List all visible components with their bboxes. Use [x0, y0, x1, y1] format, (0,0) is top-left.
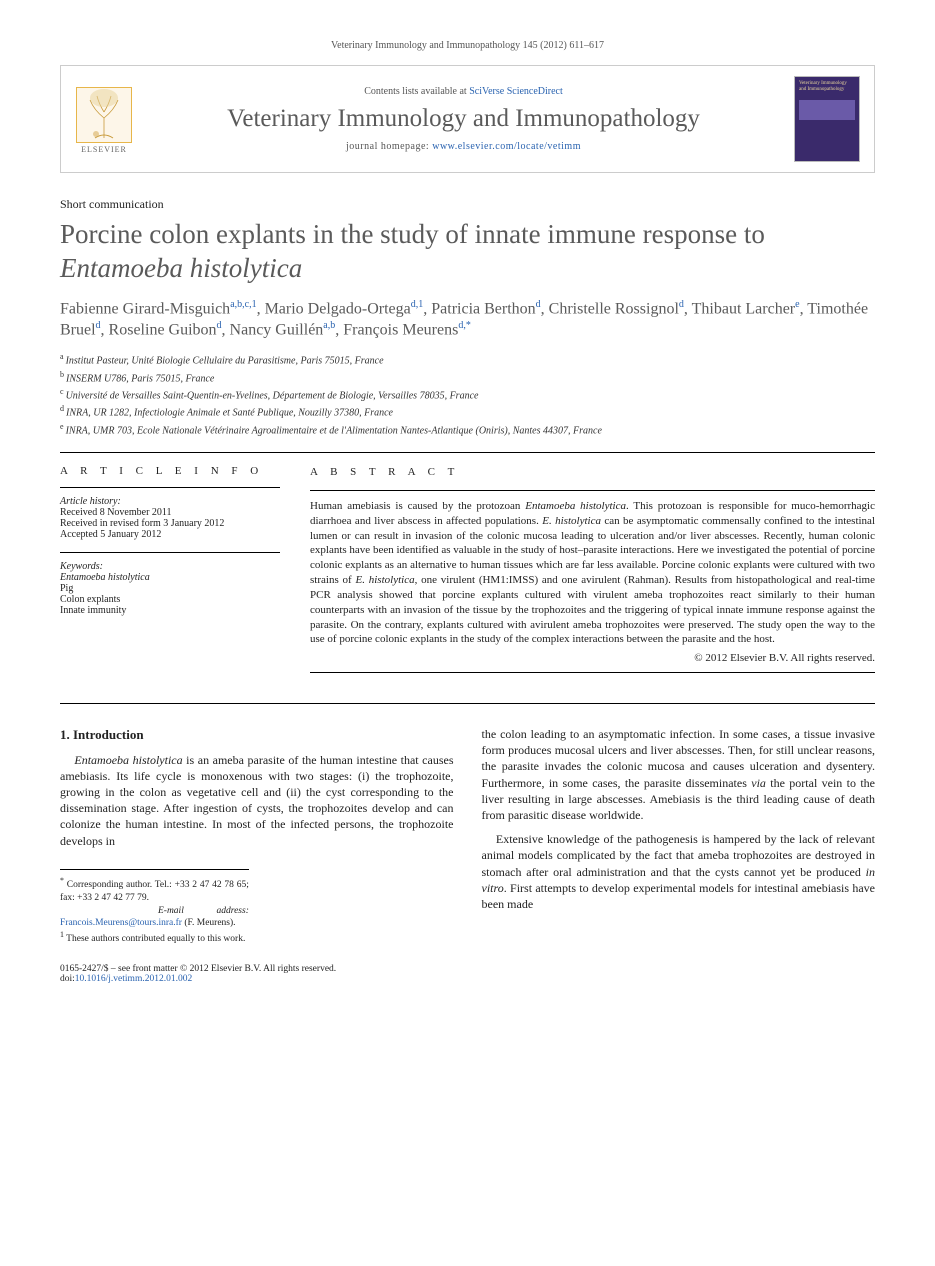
abstract-species: Entamoeba histolytica — [525, 500, 626, 512]
keyword-item: Colon explants — [60, 594, 280, 605]
article-info-heading: A R T I C L E I N F O — [60, 465, 280, 477]
author-name: Thibaut Larcher — [692, 300, 796, 317]
body-paragraph: Extensive knowledge of the pathogenesis … — [482, 831, 876, 912]
doi-label: doi: — [60, 974, 75, 984]
journal-cover-thumbnail: Veterinary Immunology and Immunopatholog… — [794, 76, 860, 162]
author-affil-marker: d — [679, 299, 684, 310]
page-footer: 0165-2427/$ – see front matter © 2012 El… — [60, 964, 875, 984]
affiliation-item: e INRA, UMR 703, Ecole Nationale Vétérin… — [60, 421, 875, 438]
email-label: E-mail address: — [158, 906, 249, 916]
cover-band — [799, 100, 855, 120]
author-name: Nancy Guillén — [230, 322, 324, 339]
section-heading: 1. Introduction — [60, 726, 454, 744]
affiliation-key: c — [60, 387, 66, 396]
affiliation-list: a Institut Pasteur, Unité Biologie Cellu… — [60, 351, 875, 438]
footnotes-block: * Corresponding author. Tel.: +33 2 47 4… — [60, 869, 249, 946]
article-title: Porcine colon explants in the study of i… — [60, 218, 875, 286]
body-segment: Extensive knowledge of the pathogenesis … — [482, 832, 876, 878]
journal-homepage-link[interactable]: www.elsevier.com/locate/vetimm — [432, 141, 581, 152]
title-text: Porcine colon explants in the study of i… — [60, 219, 765, 249]
elsevier-wordmark: ELSEVIER — [81, 145, 127, 154]
abstract-column: A B S T R A C T Human amebiasis is cause… — [310, 465, 875, 681]
body-species: Entamoeba histolytica — [74, 753, 182, 767]
journal-title: Veterinary Immunology and Immunopatholog… — [147, 105, 780, 133]
affiliation-key: a — [60, 352, 66, 361]
author-affil-marker: e — [795, 299, 799, 310]
title-species: Entamoeba histolytica — [60, 253, 302, 283]
keyword-item: Innate immunity — [60, 605, 280, 616]
keywords-label: Keywords: — [60, 561, 280, 572]
cover-title-text: Veterinary Immunology and Immunopatholog… — [799, 81, 855, 92]
elsevier-logo: ELSEVIER — [75, 84, 133, 154]
author-list: Fabienne Girard-Misguicha,b,c,1, Mario D… — [60, 298, 875, 342]
keyword-item: Pig — [60, 583, 280, 594]
affiliation-item: d INRA, UR 1282, Infectiologie Animale e… — [60, 403, 875, 420]
author-name: Fabienne Girard-Misguich — [60, 300, 230, 317]
journal-homepage-line: journal homepage: www.elsevier.com/locat… — [147, 141, 780, 152]
doi-line: doi:10.1016/j.vetimm.2012.01.002 — [60, 974, 875, 984]
homepage-prefix: journal homepage: — [346, 141, 432, 152]
author-affil-marker: d — [217, 320, 222, 331]
history-revised: Received in revised form 3 January 2012 — [60, 518, 280, 529]
abstract-heading: A B S T R A C T — [310, 465, 875, 480]
author-affil-marker: d,* — [458, 320, 471, 331]
author-name: Patricia Berthon — [431, 300, 535, 317]
email-line: E-mail address: Francois.Meurens@tours.i… — [60, 905, 249, 931]
article-history-block: Article history: Received 8 November 201… — [60, 496, 280, 540]
issn-line: 0165-2427/$ – see front matter © 2012 El… — [60, 964, 875, 974]
journal-masthead: ELSEVIER Contents lists available at Sci… — [60, 65, 875, 173]
keywords-block: Keywords: Entamoeba histolytica Pig Colo… — [60, 561, 280, 616]
article-body: 1. Introduction Entamoeba histolytica is… — [60, 726, 875, 946]
shared-contribution-note: 1 These authors contributed equally to t… — [60, 930, 249, 946]
shared-text: These authors contributed equally to thi… — [66, 934, 245, 944]
author-affil-marker: a,b — [323, 320, 335, 331]
contents-prefix: Contents lists available at — [364, 86, 469, 97]
author-affil-marker: d — [536, 299, 541, 310]
corr-text: Corresponding author. Tel.: +33 2 47 42 … — [60, 880, 249, 903]
affiliation-item: b INSERM U786, Paris 75015, France — [60, 369, 875, 386]
author-name: Roseline Guibon — [109, 322, 217, 339]
affiliation-item: a Institut Pasteur, Unité Biologie Cellu… — [60, 351, 875, 368]
abstract-segment: Human amebiasis is caused by the protozo… — [310, 500, 525, 512]
section-rule — [60, 703, 875, 704]
body-italic: via — [751, 776, 766, 790]
corresponding-email-link[interactable]: Francois.Meurens@tours.inra.fr — [60, 918, 182, 928]
author-affil-marker: d,1 — [411, 299, 424, 310]
article-info-column: A R T I C L E I N F O Article history: R… — [60, 465, 280, 681]
contents-available-line: Contents lists available at SciVerse Sci… — [147, 86, 780, 97]
sciencedirect-link[interactable]: SciVerse ScienceDirect — [469, 86, 563, 97]
body-paragraph: Entamoeba histolytica is an ameba parasi… — [60, 752, 454, 849]
body-segment: . First attempts to develop experimental… — [482, 881, 876, 911]
article-type: Short communication — [60, 197, 875, 212]
affiliation-key: b — [60, 370, 66, 379]
abstract-species: E. histolytica — [355, 574, 414, 586]
affiliation-item: c Université de Versailles Saint-Quentin… — [60, 386, 875, 403]
shared-symbol: 1 — [60, 930, 64, 939]
author-affil-marker: d — [96, 320, 101, 331]
abstract-copyright: © 2012 Elsevier B.V. All rights reserved… — [310, 651, 875, 666]
keyword-item: Entamoeba histolytica — [60, 572, 280, 583]
affiliation-key: e — [60, 422, 66, 431]
history-received: Received 8 November 2011 — [60, 507, 280, 518]
corr-symbol: * — [60, 876, 64, 885]
affiliation-key: d — [60, 404, 66, 413]
history-accepted: Accepted 5 January 2012 — [60, 529, 280, 540]
abstract-species: E. histolytica — [542, 515, 601, 527]
running-header: Veterinary Immunology and Immunopatholog… — [60, 40, 875, 51]
doi-link[interactable]: 10.1016/j.vetimm.2012.01.002 — [75, 974, 192, 984]
author-name: Christelle Rossignol — [549, 300, 679, 317]
section-rule — [60, 452, 875, 453]
corresponding-author-note: * Corresponding author. Tel.: +33 2 47 4… — [60, 876, 249, 905]
author-name: Mario Delgado-Ortega — [265, 300, 411, 317]
history-label: Article history: — [60, 496, 280, 507]
abstract-text: Human amebiasis is caused by the protozo… — [310, 499, 875, 647]
elsevier-tree-icon — [76, 87, 132, 143]
author-affil-marker: a,b,c,1 — [230, 299, 256, 310]
body-paragraph: the colon leading to an asymptomatic inf… — [482, 726, 876, 823]
email-tail: (F. Meurens). — [182, 918, 236, 928]
author-name: François Meurens — [343, 322, 458, 339]
